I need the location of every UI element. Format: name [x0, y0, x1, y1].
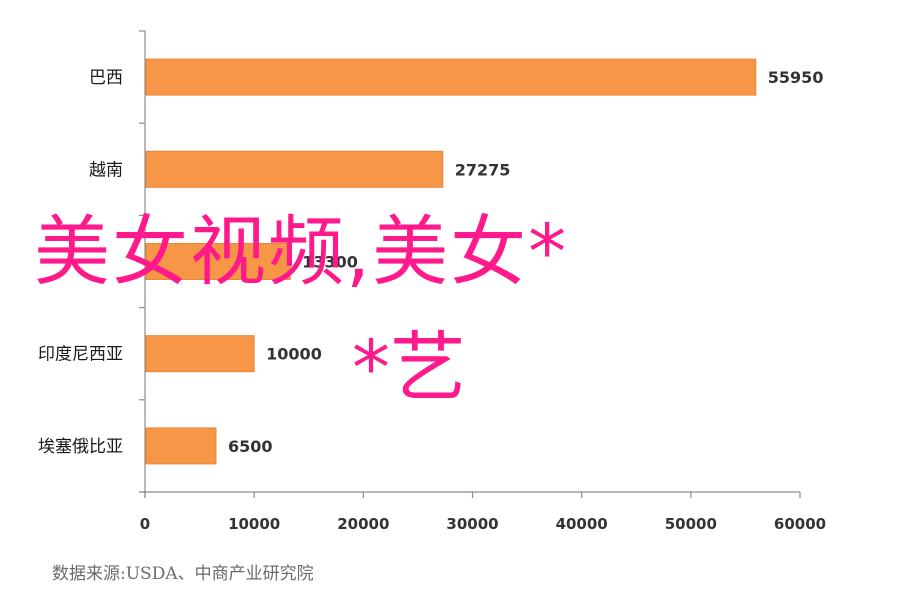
category-label: 印度尼西亚	[38, 345, 123, 365]
x-tick-label: 20000	[337, 515, 389, 533]
bar	[145, 150, 444, 188]
bar	[145, 58, 757, 96]
category-label: 埃塞俄比亚	[38, 437, 123, 457]
axis-layer	[139, 30, 801, 498]
data-label: 13300	[302, 253, 358, 272]
bar	[145, 427, 217, 465]
category-label: 越南	[89, 160, 123, 180]
category-label: 巴西	[89, 68, 123, 88]
data-label: 27275	[455, 160, 511, 179]
x-tick-label: 50000	[665, 515, 717, 533]
data-label: 10000	[266, 345, 322, 364]
x-tick-label: 60000	[774, 515, 826, 533]
label-layer: 0 10000 20000 30000 40000 50000 60000 巴西 55950 越南…	[38, 68, 826, 533]
bar-layer	[145, 58, 757, 465]
bar	[145, 243, 291, 280]
bar	[145, 335, 255, 373]
source-note: 数据来源:USDA、中商产业研究院	[52, 564, 314, 584]
x-tick-label: 40000	[556, 515, 608, 533]
x-tick-label: 30000	[446, 515, 498, 533]
x-tick-label: 0	[140, 515, 150, 533]
data-label: 6500	[228, 437, 273, 456]
data-label: 55950	[768, 68, 824, 87]
x-tick-label: 10000	[228, 515, 280, 533]
